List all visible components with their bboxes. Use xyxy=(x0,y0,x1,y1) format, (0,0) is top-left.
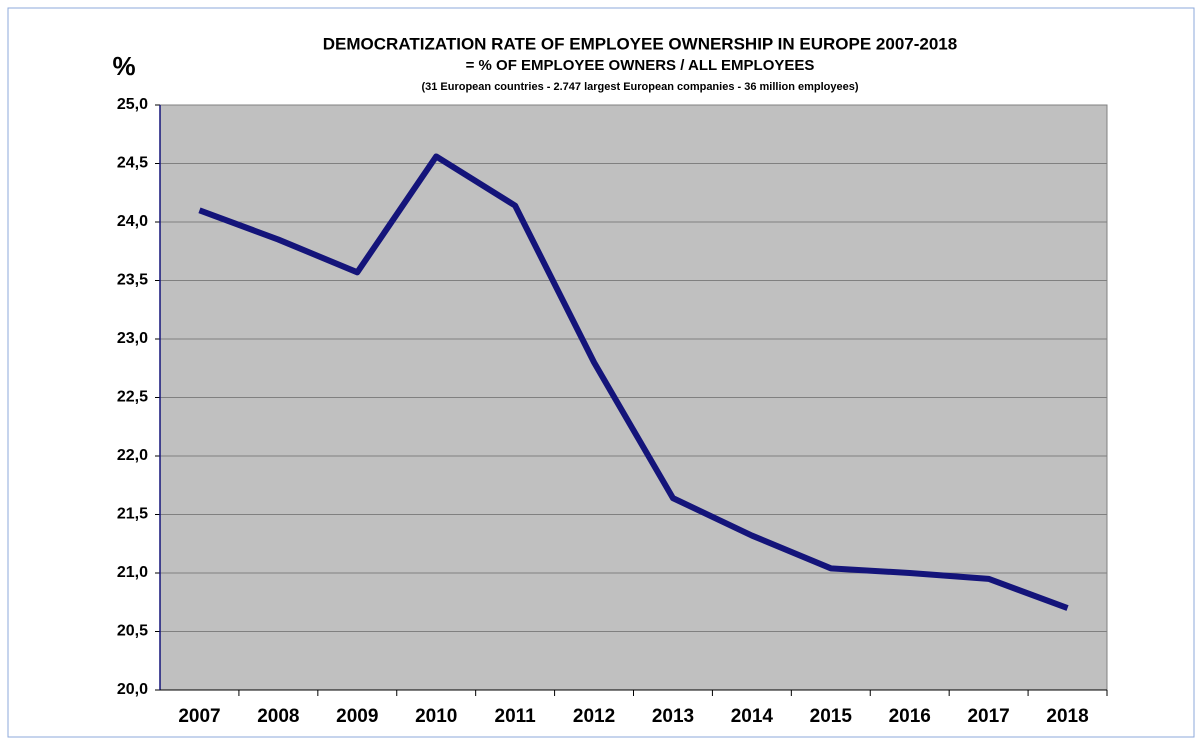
x-tick-label: 2018 xyxy=(1046,706,1088,727)
x-tick-label: 2009 xyxy=(336,706,378,727)
x-tick-label: 2007 xyxy=(178,706,220,727)
data-line xyxy=(198,153,1069,611)
x-tick-label: 2011 xyxy=(495,706,537,727)
chart-subtitle: = % OF EMPLOYEE OWNERS / ALL EMPLOYEES xyxy=(466,57,815,74)
y-axis-label: % xyxy=(112,51,135,81)
y-tick-label: 21,5 xyxy=(117,506,148,523)
y-tick-label: 22,0 xyxy=(117,447,148,464)
x-tick-label: 2014 xyxy=(731,706,774,727)
y-tick-label: 22,5 xyxy=(117,389,148,406)
y-tick-label: 21,0 xyxy=(117,564,148,581)
y-tick-label: 23,0 xyxy=(117,330,148,347)
y-tick-label: 23,5 xyxy=(117,272,148,289)
y-tick-label: 24,0 xyxy=(117,213,148,230)
x-tick-label: 2017 xyxy=(967,706,1009,727)
x-tick-label: 2012 xyxy=(573,706,615,727)
x-tick-label: 2010 xyxy=(415,706,457,727)
x-tick-label: 2015 xyxy=(810,706,853,727)
y-tick-label: 24,5 xyxy=(117,155,148,172)
y-tick-label: 25,0 xyxy=(117,96,148,113)
x-tick-label: 2013 xyxy=(652,706,694,727)
y-tick-label: 20,0 xyxy=(117,681,148,698)
y-tick-label: 20,5 xyxy=(117,623,148,640)
chart-title: DEMOCRATIZATION RATE OF EMPLOYEE OWNERSH… xyxy=(323,34,957,53)
x-tick-label: 2008 xyxy=(257,706,299,727)
chart-note: (31 European countries - 2.747 largest E… xyxy=(421,81,858,93)
x-tick-label: 2016 xyxy=(889,706,931,727)
